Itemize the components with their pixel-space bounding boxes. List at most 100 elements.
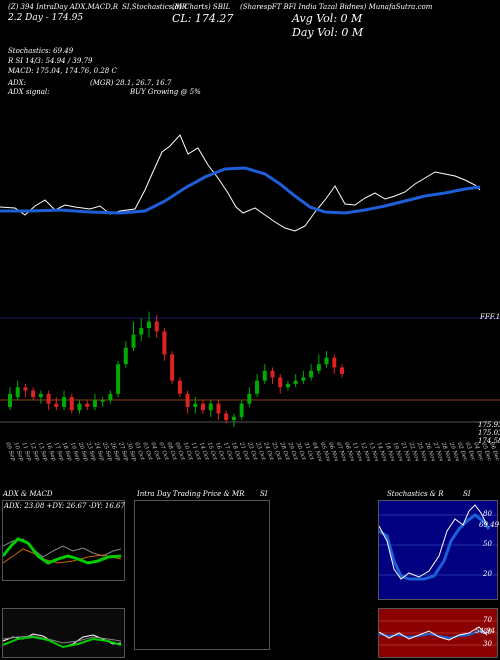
candle-body [123,347,128,365]
candle-body [23,387,28,391]
candle-body [332,357,337,368]
rsi-line [379,626,488,641]
candle-body [108,393,113,401]
macd-chart [3,609,124,657]
candle-body [270,370,275,378]
candle-body [262,370,267,381]
stoch-d-line [379,513,491,581]
mr-panel [134,500,270,650]
candle-body [15,387,20,398]
candle-body [46,393,51,404]
candle-body [340,367,344,375]
candle-body [309,370,314,378]
stoch-panel-si: SI [463,490,471,498]
header-title-4: (SharespFT BFI India Tazal Bidnes) Munaf… [240,3,433,11]
rsi-tick-70: 70 [483,616,492,624]
macd-signal [3,635,122,644]
candle-body [92,400,97,407]
candle-body [146,321,151,329]
candle-body [162,331,167,355]
macd-histogram [3,635,122,649]
candle-body [185,393,190,407]
candle-body [224,413,229,421]
candle-body [170,354,175,381]
candle-body [316,364,321,371]
price-label-mid: 175.93 [478,421,500,429]
adx-panel-title: ADX & MACD [3,490,53,498]
stoch-panel: 80 50 20 69.49 [378,500,500,600]
candles-group [8,311,344,427]
avg-volume: Avg Vol: 0 M [292,12,363,25]
candle-body [177,380,182,394]
plus-dy-line [3,537,122,565]
candle-body [154,321,159,332]
price-label-top: FFF.11 [480,313,500,321]
candle-body [62,397,67,407]
candle-body [100,400,105,402]
stoch-readout: Stochastics: 69.49 [8,47,74,55]
candle-body [69,397,74,411]
adx-signal-text: BUY Growing @ 5% [130,88,201,96]
header-title-1: (Z) 394 IntraDay ADX,MACD,R [8,3,119,11]
stoch-tick-80: 80 [483,510,492,518]
candle-body [139,328,144,335]
candle-body [301,377,306,381]
rsi-tick-50: 50 [483,628,492,636]
candle-body [54,403,59,407]
stoch-panel-title: Stochastics & R [387,490,444,498]
adx-stats: ADX: 23.08 +DY: 26.67 -DY: 16.67 [4,502,125,510]
mr-panel-si: SI [260,490,268,498]
stoch-tick-50: 50 [483,540,492,548]
rsi-tick-30: 30 [483,640,492,648]
candle-body [116,364,121,394]
candle-body [38,393,43,398]
stoch-chart [379,504,497,581]
adx-chart [3,537,122,565]
candle-body [231,416,236,421]
adx-signal-label: ADX signal: [8,88,50,96]
candle-body [239,403,244,417]
candle-body [77,403,82,411]
rsi-panel: 70 50 30 54.94 [378,608,498,658]
price-label-low: 175.03 [478,429,500,437]
stoch-k-line [379,504,488,580]
adx-values: (MGR) 28.1, 26.7, 16.7 [90,79,172,87]
price-line [0,134,481,232]
rsi-chart [379,620,497,646]
adx-readout: ADX: [8,79,27,87]
candle-body [278,377,283,388]
header-title-2: SI,Stochastics,MR [122,3,188,11]
candle-body [193,403,198,407]
rsi-signal-line [379,629,488,640]
candle-body [255,380,260,394]
candle-body [131,334,136,348]
candle-body [8,393,12,407]
prev-price: 2.2 Day - 174.95 [8,13,84,23]
candle-body [285,383,290,388]
x-tick-label: 06 Dec [488,442,500,462]
price-label-low2: 174.58 [478,437,500,445]
header-title-3: (d) Charts) SBIL [172,3,231,11]
candle-body [201,403,206,411]
ema-line [0,166,481,215]
candle-body [247,393,252,404]
day-volume: Day Vol: 0 M [292,26,364,39]
candle-body [293,380,298,384]
rsi-value: 54.94 [475,627,496,635]
macd-panel [2,608,125,658]
rsi-readout: R SI 14/3: 54.94 / 39.79 [8,57,93,65]
stoch-value: 69.49 [479,521,500,529]
close-price: CL: 174.27 [172,12,234,25]
adx-panel: ADX: 23.08 +DY: 26.67 -DY: 16.67 [2,500,125,581]
candle-body [85,403,90,407]
candle-body [216,403,221,414]
adx-line [3,538,122,558]
candle-body [208,403,213,411]
candle-body [31,390,36,398]
candle-body [324,357,329,365]
mr-panel-title: Intra Day Trading Price & MR [137,490,245,498]
stoch-tick-20: 20 [483,570,492,578]
macd-readout: MACD: 175.04, 174.76, 0.28 C [8,67,117,75]
